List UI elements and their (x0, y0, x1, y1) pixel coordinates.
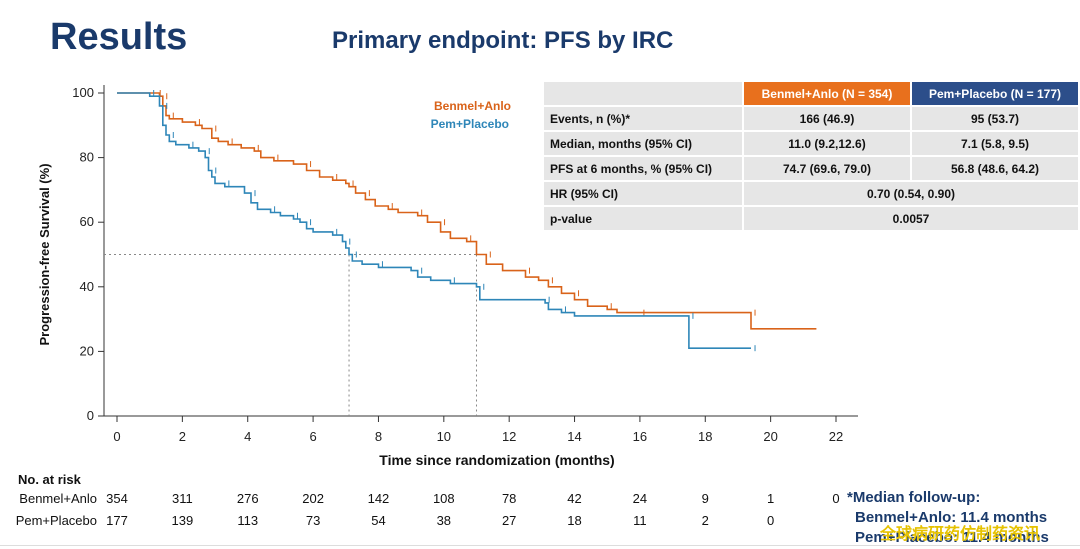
risk-value: 0 (767, 513, 774, 528)
footnote-line: Benmel+Anlo: 11.4 months (855, 509, 1048, 526)
footnote-line: *Median follow-up: (847, 489, 981, 506)
risk-value: 202 (302, 491, 324, 506)
x-tick-label: 2 (179, 429, 186, 444)
table-header-row: Benmel+Anlo (N = 354) Pem+Placebo (N = 1… (544, 82, 1078, 105)
table-cell-pem: 56.8 (48.6, 64.2) (912, 157, 1078, 180)
table-cell-benmel: 74.7 (69.6, 79.0) (744, 157, 910, 180)
table-corner-cell (544, 82, 742, 105)
x-tick-label: 0 (113, 429, 120, 444)
x-tick-label: 4 (244, 429, 251, 444)
legend-pem: Pem+Placebo (431, 117, 509, 131)
x-tick-label: 8 (375, 429, 382, 444)
risk-value: 2 (702, 513, 709, 528)
x-axis-title: Time since randomization (months) (379, 452, 614, 468)
x-tick-label: 6 (309, 429, 316, 444)
x-tick-label: 20 (763, 429, 777, 444)
x-tick-label: 12 (502, 429, 516, 444)
risk-value: 73 (306, 513, 320, 528)
table-row-label: Median, months (95% CI) (544, 132, 742, 155)
risk-value: 11 (633, 513, 647, 528)
y-tick-label: 100 (72, 85, 94, 100)
risk-value: 276 (237, 491, 259, 506)
risk-row-label: Pem+Placebo (16, 513, 97, 528)
risk-value: 354 (106, 491, 128, 506)
risk-value: 1 (767, 491, 774, 506)
risk-value: 18 (567, 513, 581, 528)
table-row-label: p-value (544, 207, 742, 230)
km-curve-pem (117, 92, 751, 349)
risk-value: 139 (172, 513, 194, 528)
risk-value: 54 (371, 513, 385, 528)
x-tick-label: 22 (829, 429, 843, 444)
table-cell-benmel: 166 (46.9) (744, 107, 910, 130)
y-tick-label: 0 (87, 408, 94, 423)
footnote-line: Pem+Placebo: 11.4 months (855, 529, 1049, 546)
risk-value: 27 (502, 513, 516, 528)
table-row: PFS at 6 months, % (95% CI) 74.7 (69.6, … (544, 157, 1078, 180)
table-cell-merged: 0.0057 (744, 207, 1078, 230)
risk-value: 108 (433, 491, 455, 506)
risk-value: 38 (437, 513, 451, 528)
y-tick-label: 80 (80, 150, 94, 165)
y-axis-title: Progression-free Survival (%) (37, 163, 52, 345)
legend-benmel: Benmel+Anlo (434, 99, 511, 113)
y-tick-label: 20 (80, 343, 94, 358)
slide-subtitle: Primary endpoint: PFS by IRC (332, 27, 674, 54)
y-tick-label: 60 (80, 214, 94, 229)
table-row-label: PFS at 6 months, % (95% CI) (544, 157, 742, 180)
follow-up-footnote: *Median follow-up: Benmel+Anlo: 11.4 mon… (847, 488, 1049, 548)
risk-value: 78 (502, 491, 516, 506)
risk-value: 311 (172, 491, 193, 506)
risk-value: 24 (633, 491, 647, 506)
table-cell-pem: 95 (53.7) (912, 107, 1078, 130)
table-row: Median, months (95% CI) 11.0 (9.2,12.6) … (544, 132, 1078, 155)
x-tick-label: 10 (437, 429, 451, 444)
x-tick-label: 18 (698, 429, 712, 444)
watermark-text: 全球病研药仿制药资讯 (880, 524, 1041, 543)
table-header-benmel: Benmel+Anlo (N = 354) (744, 82, 910, 105)
table-row: p-value 0.0057 (544, 207, 1078, 230)
bottom-divider (0, 545, 1080, 546)
table-cell-pem: 7.1 (5.8, 9.5) (912, 132, 1078, 155)
x-tick-label: 14 (567, 429, 581, 444)
table-row: Events, n (%)* 166 (46.9) 95 (53.7) (544, 107, 1078, 130)
table-header-pem: Pem+Placebo (N = 177) (912, 82, 1078, 105)
risk-value: 42 (567, 491, 581, 506)
risk-value: 0 (832, 491, 839, 506)
risk-value: 177 (106, 513, 128, 528)
risk-value: 9 (702, 491, 709, 506)
slide-title: Results (50, 16, 188, 58)
risk-value: 113 (237, 513, 258, 528)
x-tick-label: 16 (633, 429, 647, 444)
table-row-label: Events, n (%)* (544, 107, 742, 130)
table-row: HR (95% CI) 0.70 (0.54, 0.90) (544, 182, 1078, 205)
risk-row-label: Benmel+Anlo (19, 491, 97, 506)
risk-value: 142 (368, 491, 390, 506)
y-tick-label: 40 (80, 279, 94, 294)
table-cell-benmel: 11.0 (9.2,12.6) (744, 132, 910, 155)
table-cell-merged: 0.70 (0.54, 0.90) (744, 182, 1078, 205)
risk-title: No. at risk (18, 472, 82, 487)
results-table: Benmel+Anlo (N = 354) Pem+Placebo (N = 1… (542, 80, 1080, 232)
table-row-label: HR (95% CI) (544, 182, 742, 205)
km-curve-benmel (117, 92, 817, 330)
